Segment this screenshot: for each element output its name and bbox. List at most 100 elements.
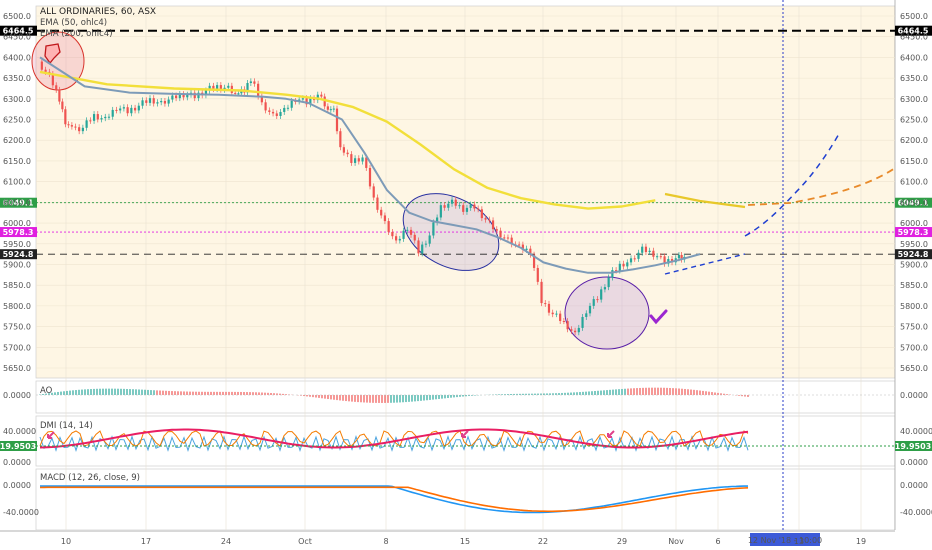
candle-body xyxy=(521,244,524,250)
candle-body xyxy=(677,254,681,259)
pane-2 xyxy=(35,415,896,467)
candle-body xyxy=(326,106,329,110)
y-tick-left: 6200.0 xyxy=(3,136,31,145)
y-tick-right: 6100.0 xyxy=(900,178,928,187)
candle-body xyxy=(607,277,610,288)
candle-body xyxy=(413,234,416,241)
candle-body xyxy=(555,313,558,315)
x-tick-label: 10 xyxy=(61,537,71,546)
candle-body xyxy=(439,205,442,218)
candle-body xyxy=(618,263,621,271)
candle-body xyxy=(126,107,129,114)
candle-body xyxy=(246,83,249,93)
dmi-arrow-icon xyxy=(47,431,55,439)
x-tick-label: 22 xyxy=(538,537,548,546)
x-tick-label: Nov xyxy=(668,537,684,546)
y-tick-right: 6050.0 xyxy=(900,198,928,207)
candle-body xyxy=(424,243,428,245)
candle-body xyxy=(622,263,625,267)
level-tag xyxy=(0,249,37,260)
dmi-tick: 0.0000 xyxy=(900,458,928,467)
candle-body xyxy=(600,289,603,300)
candle-body xyxy=(387,221,390,232)
candle-body xyxy=(603,287,607,290)
candle-body xyxy=(365,157,368,168)
y-tick-left: 5750.0 xyxy=(3,323,31,332)
y-tick-right: 6400.0 xyxy=(900,53,928,62)
level-tag xyxy=(0,227,37,238)
macd-tick-left: -40.0000 xyxy=(3,508,39,517)
candle-body xyxy=(130,107,133,114)
candle-body xyxy=(275,113,278,116)
indicator-lines xyxy=(39,56,896,275)
candle-body xyxy=(566,321,569,330)
candle-body xyxy=(611,270,614,278)
candle-body xyxy=(559,313,562,322)
candle-body xyxy=(61,101,64,110)
candle-body xyxy=(160,100,163,103)
candle-body xyxy=(219,85,222,90)
candle-body xyxy=(368,167,372,187)
x-tick-label: 24 xyxy=(221,537,231,546)
candle-body xyxy=(428,235,431,244)
candle-body xyxy=(51,74,54,86)
candle-body xyxy=(286,107,290,109)
candle-body xyxy=(290,100,293,108)
annotation-ellipse xyxy=(31,31,85,91)
y-tick-left: 5950.0 xyxy=(3,240,31,249)
candle-body xyxy=(499,230,502,238)
candle-body xyxy=(477,208,480,210)
y-tick-left: 6050.0 xyxy=(3,198,31,207)
candle-body xyxy=(421,244,424,254)
candle-body xyxy=(573,330,577,333)
candle-body xyxy=(547,303,551,313)
candle-body xyxy=(301,98,304,100)
x-tick-label: 29 xyxy=(617,537,627,546)
y-tick-left: 6500.0 xyxy=(3,12,31,21)
candle-body xyxy=(372,186,375,198)
candle-body xyxy=(447,203,450,208)
macd-signal-line xyxy=(39,486,749,513)
candle-body xyxy=(137,105,140,111)
level-tag xyxy=(895,227,932,238)
candle-body xyxy=(536,267,539,282)
check-mark-icon xyxy=(649,309,668,325)
dmi-arrow-icon xyxy=(607,430,615,438)
x-tick-label: 17 xyxy=(141,537,151,546)
candle-body xyxy=(339,131,342,148)
candle-body xyxy=(323,96,326,107)
candle-body xyxy=(145,100,148,103)
level-tag xyxy=(895,25,932,36)
candle-body xyxy=(570,329,573,331)
y-tick-left: 6450.0 xyxy=(3,33,31,42)
level-tag xyxy=(0,197,37,208)
candle-body xyxy=(480,209,483,219)
candle-body xyxy=(644,246,648,253)
y-tick-left: 6150.0 xyxy=(3,157,31,166)
candle-body xyxy=(540,281,543,304)
candle-body xyxy=(329,109,332,111)
candle-body xyxy=(152,98,155,104)
dmi-value-tag xyxy=(895,441,932,451)
candle-body xyxy=(680,254,683,260)
candle-body xyxy=(234,92,237,94)
ema200-tail xyxy=(664,192,746,209)
y-tick-right: 5950.0 xyxy=(900,240,928,249)
candle-body xyxy=(353,158,357,163)
candle-body xyxy=(40,61,43,70)
candle-body xyxy=(182,94,185,98)
candle-body xyxy=(641,246,644,253)
candle-body xyxy=(212,85,215,90)
candle-body xyxy=(257,83,260,97)
y-tick-left: 5850.0 xyxy=(3,281,31,290)
candle-body xyxy=(637,252,640,259)
y-tick-right: 6500.0 xyxy=(900,12,928,21)
candle-body xyxy=(484,218,487,220)
y-tick-right: 6300.0 xyxy=(900,95,928,104)
candle-body xyxy=(55,85,58,90)
y-tick-right: 6250.0 xyxy=(900,116,928,125)
y-tick-right: 5800.0 xyxy=(900,302,928,311)
candle-body xyxy=(465,207,469,212)
pane-1 xyxy=(35,380,896,414)
